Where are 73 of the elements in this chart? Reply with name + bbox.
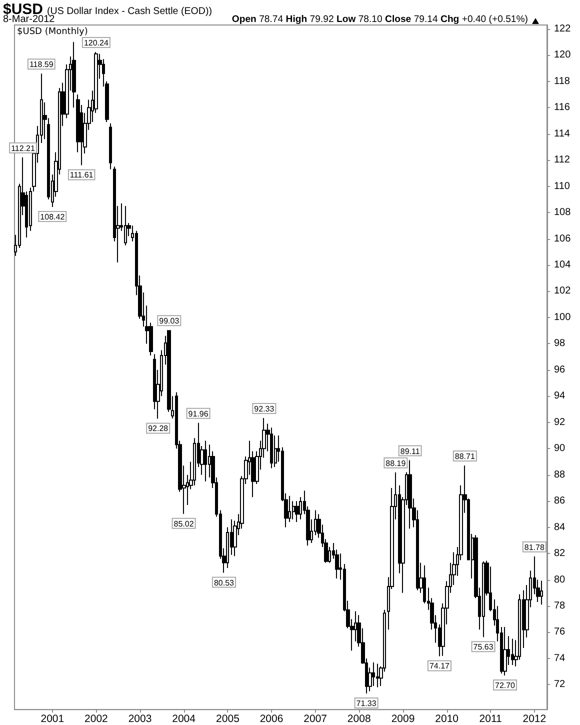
candlestick [109,122,112,170]
annotation: 111.61 [70,170,94,180]
x-tick-label: 2009 [391,713,415,725]
annotation: 99.03 [159,316,180,326]
x-tick-label: 2010 [435,713,459,725]
y-tick-label: 102 [554,286,572,297]
y-tick-label: 112 [554,154,570,166]
x-tick-label: 2011 [479,713,502,725]
candlestick [511,638,514,666]
y-tick-label: 90 [554,443,566,454]
annotation: 92.28 [148,424,169,434]
candlestick [482,560,485,638]
y-tick-label: 122 [554,23,572,34]
annotation: 91.96 [188,409,209,418]
y-tick-label: 76 [554,626,566,638]
candlestick [204,440,207,482]
y-tick-label: 116 [554,102,570,114]
x-tick-label: 2007 [304,713,328,725]
candlestick [72,42,76,108]
annotation: 71.33 [356,698,377,708]
y-tick-label: 82 [554,548,566,560]
x-tick-label: 2005 [216,713,240,725]
y-tick-label: 104 [554,260,572,271]
annotation: 80.53 [214,578,235,588]
y-tick-label: 110 [554,180,570,192]
y-tick-label: 94 [554,390,566,402]
y-tick-label: 96 [554,364,566,376]
candlestick [295,500,299,523]
candlestick [540,580,543,606]
annotation: 118.59 [29,60,54,70]
x-tick-label: 2002 [84,713,108,725]
y-tick-label: 84 [554,522,566,533]
y-tick-label: 74 [554,652,566,664]
y-tick-label: 78 [554,600,566,612]
y-tick-label: 118 [554,76,570,87]
y-tick-label: 108 [554,207,572,218]
annotation: 108.42 [40,212,66,222]
annotation: 85.02 [174,519,194,528]
y-tick-label: 114 [554,128,570,140]
x-tick-label: 2004 [172,713,196,725]
x-tick-label: 2012 [522,713,546,725]
x-tick-label: 2003 [128,713,152,725]
x-tick-label: 2008 [347,713,371,725]
x-tick-label: 2006 [260,713,284,725]
x-tick-label: 2001 [40,713,64,725]
annotation: 75.63 [473,642,494,652]
candlestick [270,427,273,469]
candlestick [503,626,507,676]
annotation: 92.33 [254,404,275,414]
annotation: 112.21 [11,144,36,153]
y-tick-label: 106 [554,233,572,244]
y-tick-label: 92 [554,416,566,428]
y-tick-label: 72 [554,679,566,690]
annotation: 74.17 [429,662,450,671]
y-tick-label: 98 [554,338,566,350]
y-tick-label: 86 [554,496,566,507]
text: Open 78.74 High 79.92 Low 78.10 Close 79.14 Chg +0.40 (+0.51%) [232,14,528,25]
text: 8-Mar-2012 [3,14,55,25]
annotation: 88.19 [386,458,406,468]
candlestick [124,205,127,246]
chart-subtitle: (US Dollar Index - Cash Settle (EOD)) [47,6,212,17]
y-tick-label: 120 [554,50,572,61]
annotation: 89.11 [400,446,420,456]
annotation: 72.70 [494,681,516,690]
annotation: 81.78 [524,542,545,552]
candlestick [408,460,412,530]
candlestick [376,663,379,688]
annotation: 120.24 [84,38,109,48]
y-tick-label: 80 [554,574,566,586]
y-tick-label: 100 [554,312,572,323]
annotation: 88.71 [454,452,476,462]
annotation: $USD (Monthly) [17,27,88,37]
y-tick-label: 88 [554,469,566,480]
